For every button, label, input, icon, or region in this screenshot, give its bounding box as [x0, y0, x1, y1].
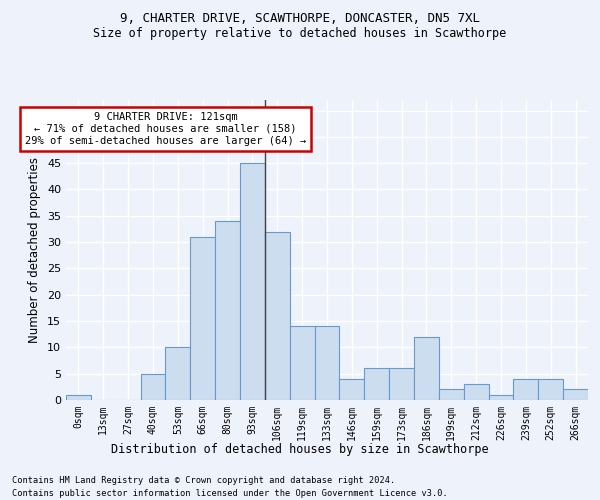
Text: 9, CHARTER DRIVE, SCAWTHORPE, DONCASTER, DN5 7XL: 9, CHARTER DRIVE, SCAWTHORPE, DONCASTER,… — [120, 12, 480, 26]
Bar — [290, 326, 314, 400]
Bar — [514, 379, 538, 400]
Bar — [563, 390, 588, 400]
Bar — [240, 163, 265, 400]
Y-axis label: Number of detached properties: Number of detached properties — [28, 157, 41, 343]
Bar — [340, 379, 364, 400]
Bar — [488, 394, 514, 400]
Bar — [439, 390, 464, 400]
Bar — [140, 374, 166, 400]
Text: Size of property relative to detached houses in Scawthorpe: Size of property relative to detached ho… — [94, 28, 506, 40]
Bar — [66, 394, 91, 400]
Bar — [215, 221, 240, 400]
Bar — [190, 237, 215, 400]
Bar — [314, 326, 340, 400]
Bar — [414, 337, 439, 400]
Bar — [166, 348, 190, 400]
Bar — [364, 368, 389, 400]
Bar — [464, 384, 488, 400]
Text: Contains public sector information licensed under the Open Government Licence v3: Contains public sector information licen… — [12, 489, 448, 498]
Text: 9 CHARTER DRIVE: 121sqm
← 71% of detached houses are smaller (158)
29% of semi-d: 9 CHARTER DRIVE: 121sqm ← 71% of detache… — [25, 112, 306, 146]
Bar — [538, 379, 563, 400]
Text: Distribution of detached houses by size in Scawthorpe: Distribution of detached houses by size … — [111, 442, 489, 456]
Text: Contains HM Land Registry data © Crown copyright and database right 2024.: Contains HM Land Registry data © Crown c… — [12, 476, 395, 485]
Bar — [389, 368, 414, 400]
Bar — [265, 232, 290, 400]
